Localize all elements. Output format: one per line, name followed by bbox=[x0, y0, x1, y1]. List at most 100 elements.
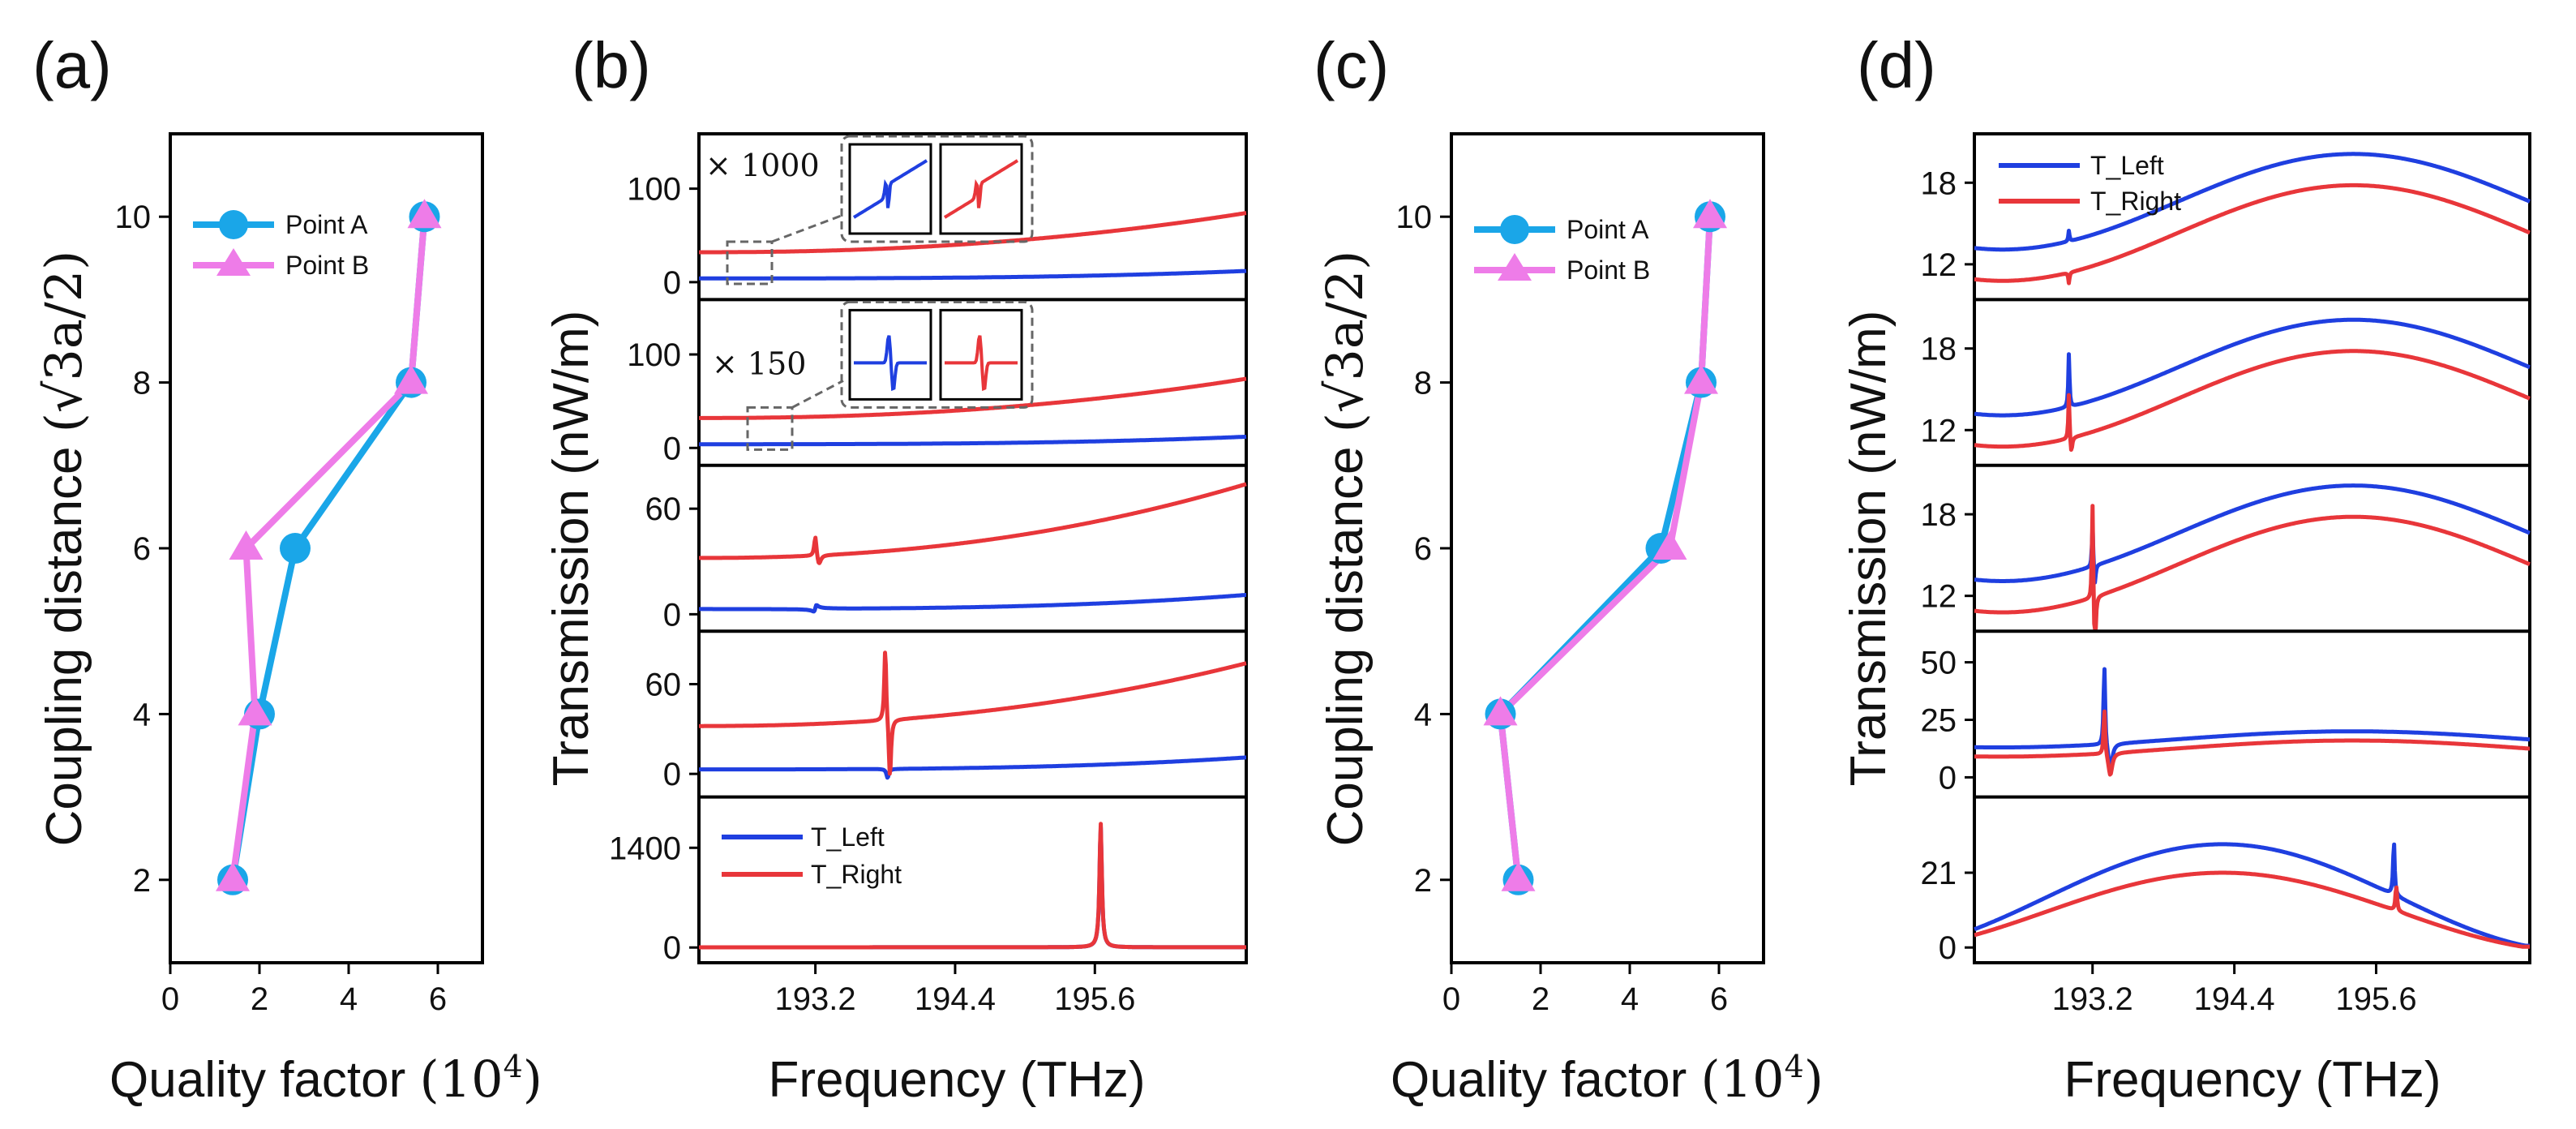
y-tick-label: 6 bbox=[1414, 531, 1432, 567]
data-point-b bbox=[238, 696, 272, 726]
series-line-t-left bbox=[697, 825, 1248, 950]
panel-d: (d) 193.2 194.4 195.612181218121802550021 … bbox=[1841, 29, 2531, 1108]
panel-b-frame bbox=[697, 132, 1248, 964]
data-point-b bbox=[1652, 530, 1687, 560]
panel-a-label: (a) bbox=[32, 29, 112, 101]
y-tick-label: 8 bbox=[133, 366, 151, 401]
y-tick-label: 0 bbox=[1939, 760, 1957, 796]
panel-d-label: (d) bbox=[1857, 29, 1936, 101]
x-tick-label: 2 bbox=[1532, 981, 1549, 1017]
y-tick-label: 0 bbox=[663, 265, 681, 301]
zoom-connector bbox=[791, 380, 844, 409]
data-point-b bbox=[1501, 861, 1536, 891]
y-tick-label: 25 bbox=[1921, 702, 1957, 738]
data-point-b bbox=[229, 530, 264, 560]
data-point-a bbox=[280, 533, 311, 564]
y-tick-label: 10 bbox=[1396, 200, 1433, 235]
y-tick-label: 6 bbox=[133, 531, 151, 567]
series-line-t-right bbox=[697, 650, 1248, 776]
panel-c-ticks: 0 2 4 6 2 4 6 8 10 bbox=[1396, 200, 1729, 1017]
data-point-b bbox=[407, 199, 442, 229]
multiplier-label: × 1000 bbox=[705, 148, 820, 183]
y-tick-label: 18 bbox=[1921, 165, 1957, 201]
y-tick-label: 4 bbox=[133, 697, 151, 732]
series-line-point-b bbox=[229, 216, 428, 881]
y-tick-label: 2 bbox=[133, 863, 151, 899]
y-tick-label: 1400 bbox=[609, 831, 681, 866]
legend-point-b-marker bbox=[216, 248, 251, 276]
data-point-b bbox=[1693, 199, 1727, 229]
panel-b: (b) 193.2 194.4 195.6 0 100 0 100 0 60 0 60 0 1400 × … bbox=[543, 29, 1248, 1108]
x-tick-label: 6 bbox=[1710, 981, 1728, 1017]
legend-t-right-label: T_Right bbox=[2090, 187, 2181, 216]
x-tick-label: 6 bbox=[429, 981, 447, 1017]
multiplier-label: × 150 bbox=[712, 346, 806, 381]
legend-point-b-label: Point B bbox=[1567, 255, 1650, 285]
data-point-b bbox=[1483, 696, 1518, 726]
inset-t-left-curve bbox=[852, 159, 928, 219]
legend-point-a-label: Point A bbox=[285, 210, 368, 239]
panel-d-ylabel: Transmission (nW/m) bbox=[1841, 311, 1897, 787]
panel-d-legend: T_Left T_Right bbox=[1999, 151, 2181, 216]
y-tick-label: 21 bbox=[1921, 856, 1957, 891]
inset-t-right-curve bbox=[945, 335, 1018, 392]
x-tick-label: 2 bbox=[251, 981, 268, 1017]
panel-b-ylabel: Transmission (nW/m) bbox=[543, 311, 599, 787]
zoom-region-box bbox=[746, 406, 794, 451]
series-line-t-left bbox=[697, 268, 1248, 281]
y-tick-label: 0 bbox=[1939, 930, 1957, 966]
panel-c-ylabel: Coupling distance (√3a/2) bbox=[1315, 251, 1374, 847]
y-tick-label: 12 bbox=[1921, 579, 1957, 615]
legend-point-b-marker bbox=[1498, 253, 1532, 281]
x-tick-label: 0 bbox=[161, 981, 179, 1017]
panel-a-xlabel: Quality factor (104) bbox=[109, 1049, 542, 1109]
y-tick-label: 0 bbox=[663, 431, 681, 466]
x-tick-label: 194.4 bbox=[2194, 981, 2275, 1017]
y-tick-label: 18 bbox=[1921, 332, 1957, 367]
series-line-t-right bbox=[697, 822, 1248, 950]
series-line-t-left bbox=[1973, 152, 2531, 252]
y-tick-label: 12 bbox=[1921, 413, 1957, 449]
y-tick-label: 60 bbox=[645, 668, 682, 703]
panel-a-ylabel: Coupling distance (√3a/2) bbox=[34, 251, 93, 847]
panel-d-xlabel: Frequency (THz) bbox=[2064, 1052, 2441, 1108]
data-point-b bbox=[394, 364, 428, 394]
y-tick-label: 8 bbox=[1414, 366, 1432, 401]
x-tick-label: 195.6 bbox=[1054, 981, 1135, 1017]
series-line-t-right bbox=[697, 376, 1248, 420]
panel-a-ticks: 0 2 4 6 2 4 6 8 10 bbox=[115, 200, 448, 1017]
x-tick-label: 194.4 bbox=[915, 981, 996, 1017]
panel-a: (a) 0 2 4 6 2 4 6 8 10 Point A Point B Coupling … bbox=[32, 29, 542, 1109]
legend-t-left-label: T_Left bbox=[2090, 151, 2164, 180]
zoom-region-box bbox=[726, 240, 774, 285]
legend-point-a-marker bbox=[1500, 215, 1529, 244]
legend-point-a-label: Point A bbox=[1567, 215, 1649, 244]
series-line-t-right bbox=[1973, 182, 2531, 285]
x-tick-label: 193.2 bbox=[2052, 981, 2133, 1017]
y-tick-label: 100 bbox=[627, 172, 681, 208]
panel-c-series bbox=[1483, 199, 1727, 895]
legend-t-left-label: T_Left bbox=[811, 822, 885, 852]
y-tick-label: 18 bbox=[1921, 497, 1957, 533]
y-tick-label: 60 bbox=[645, 492, 682, 527]
panel-b-xlabel: Frequency (THz) bbox=[768, 1052, 1145, 1108]
series-line-t-left bbox=[697, 755, 1248, 780]
y-tick-label: 0 bbox=[663, 930, 681, 966]
series-line-t-right bbox=[697, 482, 1248, 565]
panel-b-legend: T_Left T_Right bbox=[722, 822, 902, 889]
y-tick-label: 0 bbox=[663, 597, 681, 633]
zoom-connector bbox=[771, 213, 844, 243]
panel-c: (c) 0 2 4 6 2 4 6 8 10 Point A Point B Coupling … bbox=[1314, 29, 1824, 1109]
legend-point-a-marker bbox=[219, 210, 248, 239]
x-tick-label: 4 bbox=[1621, 981, 1639, 1017]
series-line-t-left bbox=[1973, 483, 2531, 585]
y-tick-label: 10 bbox=[115, 200, 152, 235]
y-tick-label: 100 bbox=[627, 337, 681, 373]
legend-t-right-label: T_Right bbox=[811, 860, 902, 889]
series-line-point-a bbox=[229, 216, 428, 881]
x-tick-label: 4 bbox=[340, 981, 358, 1017]
inset-t-right-curve bbox=[943, 159, 1019, 219]
inset-frame bbox=[848, 308, 932, 401]
x-tick-label: 0 bbox=[1442, 981, 1460, 1017]
